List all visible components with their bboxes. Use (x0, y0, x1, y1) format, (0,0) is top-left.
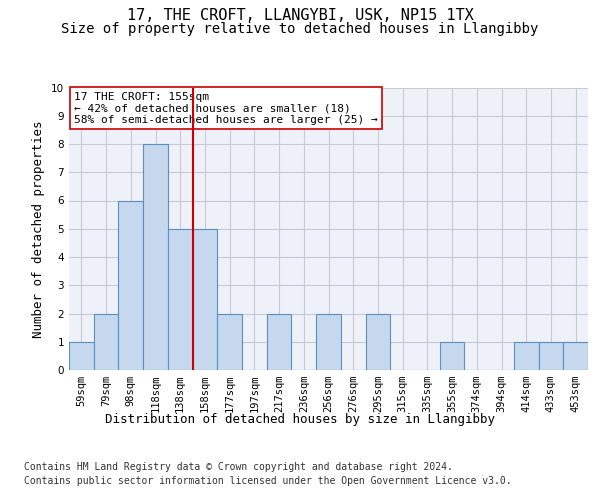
Text: Contains public sector information licensed under the Open Government Licence v3: Contains public sector information licen… (24, 476, 512, 486)
Text: Size of property relative to detached houses in Llangibby: Size of property relative to detached ho… (61, 22, 539, 36)
Bar (563, 342, 588, 370)
Bar (94, 314, 118, 370)
Bar (193, 229, 217, 370)
Bar (365, 314, 390, 370)
Text: Distribution of detached houses by size in Llangibby: Distribution of detached houses by size … (105, 412, 495, 426)
Y-axis label: Number of detached properties: Number of detached properties (32, 120, 46, 338)
Text: Contains HM Land Registry data © Crown copyright and database right 2024.: Contains HM Land Registry data © Crown c… (24, 462, 453, 472)
Text: 17 THE CROFT: 155sqm
← 42% of detached houses are smaller (18)
58% of semi-detac: 17 THE CROFT: 155sqm ← 42% of detached h… (74, 92, 378, 125)
Bar (118, 200, 143, 370)
Bar (440, 342, 464, 370)
Text: 17, THE CROFT, LLANGYBI, USK, NP15 1TX: 17, THE CROFT, LLANGYBI, USK, NP15 1TX (127, 8, 473, 22)
Bar (168, 229, 193, 370)
Bar (316, 314, 341, 370)
Bar (267, 314, 292, 370)
Bar (143, 144, 168, 370)
Bar (539, 342, 563, 370)
Bar (217, 314, 242, 370)
Bar (514, 342, 539, 370)
Bar (69, 342, 94, 370)
